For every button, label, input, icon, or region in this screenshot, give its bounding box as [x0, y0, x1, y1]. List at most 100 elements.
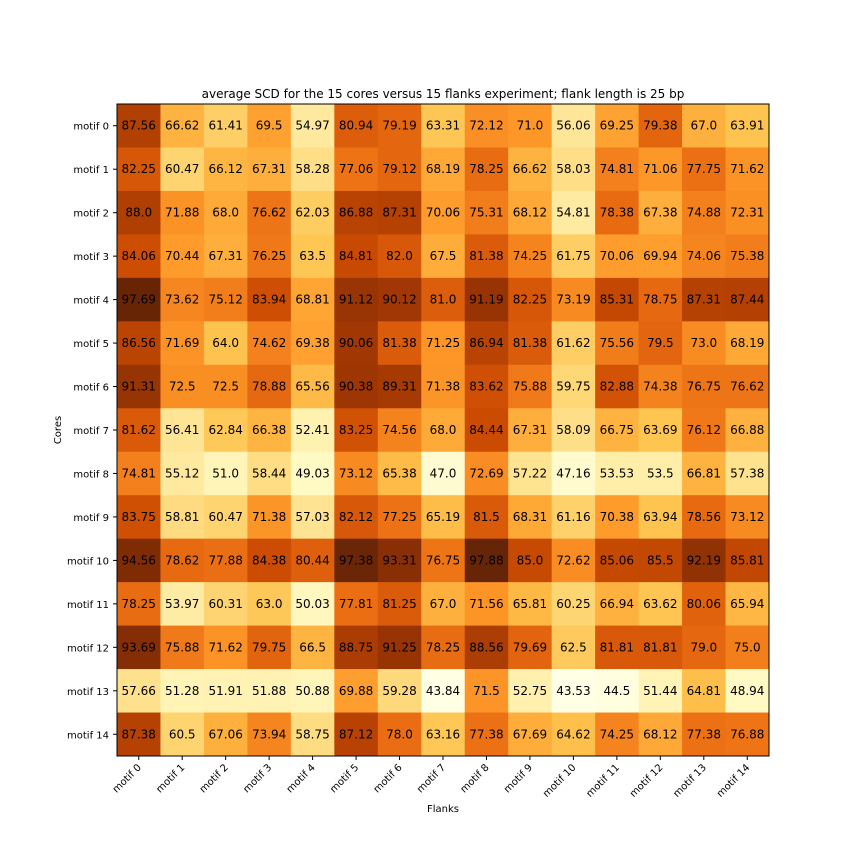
heatmap-cell	[682, 104, 727, 148]
heatmap-cell	[725, 147, 770, 192]
cell-value-label: 71.38	[426, 380, 460, 394]
heatmap-cell	[290, 538, 335, 583]
cell-value-label: 75.88	[513, 380, 547, 394]
heatmap-cell	[421, 538, 466, 583]
cell-value-label: 71.5	[473, 684, 500, 698]
cell-value-label: 84.38	[252, 553, 286, 567]
y-tick-label: motif 11	[67, 600, 109, 611]
cell-value-label: 64.81	[687, 684, 721, 698]
cell-value-label: 86.94	[469, 336, 503, 350]
heatmap-cell	[638, 364, 683, 409]
y-tick-label: motif 12	[67, 643, 109, 654]
heatmap-cell	[290, 277, 335, 322]
cell-value-label: 63.94	[643, 510, 677, 524]
heatmap-cell	[508, 190, 553, 235]
heatmap-cell	[203, 625, 248, 670]
cell-value-label: 79.75	[252, 640, 286, 654]
cell-value-label: 68.19	[730, 336, 764, 350]
heatmap-cell	[117, 582, 161, 627]
x-axis-ticks: motif 0 motif 1 motif 2 motif 3 motif 4 motif…	[111, 756, 752, 800]
cell-value-label: 75.56	[600, 336, 634, 350]
cell-value-label: 72.5	[169, 380, 196, 394]
heatmap-cell	[117, 712, 161, 757]
cell-value-label: 66.62	[513, 162, 547, 176]
heatmap-cell	[334, 364, 379, 409]
heatmap-cell	[508, 147, 553, 192]
cell-value-label: 76.88	[730, 727, 764, 741]
cell-value-label: 79.19	[382, 119, 416, 133]
cell-value-label: 65.56	[295, 380, 329, 394]
cell-value-label: 87.44	[730, 293, 764, 307]
cell-value-label: 67.38	[643, 206, 677, 220]
cell-value-label: 56.06	[556, 119, 590, 133]
cell-value-label: 65.94	[730, 597, 764, 611]
heatmap-cell	[377, 190, 422, 235]
cell-value-label: 57.66	[122, 684, 156, 698]
cell-value-label: 71.38	[252, 510, 286, 524]
heatmap-cell	[421, 582, 466, 627]
heatmap-cell	[508, 712, 553, 757]
cell-value-label: 87.12	[339, 727, 373, 741]
heatmap-cell	[595, 364, 640, 409]
heatmap-cell	[638, 669, 683, 714]
heatmap-cell	[464, 190, 509, 235]
cell-value-label: 63.0	[256, 597, 283, 611]
cell-value-label: 78.56	[687, 510, 721, 524]
cell-value-label: 93.69	[122, 640, 156, 654]
heatmap-cell	[160, 277, 205, 322]
cell-value-label: 67.0	[690, 119, 717, 133]
heatmap-cell	[247, 190, 292, 235]
cell-value-label: 74.25	[600, 727, 634, 741]
heatmap-cell	[117, 538, 161, 583]
cell-value-label: 71.06	[643, 162, 677, 176]
heatmap-cell	[160, 582, 205, 627]
cell-value-label: 83.94	[252, 293, 286, 307]
x-tick-label: motif 3	[241, 762, 274, 795]
cell-value-label: 66.5	[299, 640, 326, 654]
cell-value-label: 57.03	[295, 510, 329, 524]
heatmap-cell	[421, 625, 466, 670]
cell-value-label: 78.25	[426, 640, 460, 654]
cell-value-label: 67.5	[430, 249, 457, 263]
cell-value-label: 80.44	[295, 553, 329, 567]
cell-value-label: 71.88	[165, 206, 199, 220]
cell-value-label: 67.06	[208, 727, 242, 741]
heatmap-cell	[377, 364, 422, 409]
cell-value-label: 73.12	[339, 466, 373, 480]
heatmap-cell	[682, 669, 727, 714]
cell-value-label: 73.94	[252, 727, 286, 741]
cell-value-label: 79.38	[643, 119, 677, 133]
heatmap-cell	[247, 669, 292, 714]
heatmap-cell	[464, 712, 509, 757]
heatmap-cell	[377, 538, 422, 583]
heatmap-cell	[290, 234, 335, 279]
heatmap-cell	[421, 669, 466, 714]
cell-value-label: 63.69	[643, 423, 677, 437]
cell-value-label: 74.88	[687, 206, 721, 220]
heatmap-cell	[247, 147, 292, 192]
cell-value-label: 90.06	[339, 336, 373, 350]
heatmap-cell	[203, 190, 248, 235]
cell-value-label: 78.38	[600, 206, 634, 220]
heatmap-cell	[117, 234, 161, 279]
cell-value-label: 50.88	[295, 684, 329, 698]
heatmap-cell	[377, 712, 422, 757]
heatmap-cell	[377, 234, 422, 279]
cell-value-label: 84.06	[122, 249, 156, 263]
cell-value-label: 58.81	[165, 510, 199, 524]
heatmap-cell	[117, 190, 161, 235]
heatmap-cell	[117, 104, 161, 148]
cell-value-label: 48.94	[730, 684, 764, 698]
heatmap-cell	[247, 495, 292, 540]
heatmap-cell	[334, 277, 379, 322]
heatmap-cell	[160, 321, 205, 366]
cell-value-label: 83.25	[339, 423, 373, 437]
cell-value-label: 94.56	[122, 553, 156, 567]
heatmap-cell	[247, 408, 292, 453]
cell-value-label: 76.12	[687, 423, 721, 437]
x-tick-label: motif 4	[285, 762, 318, 795]
heatmap-cell	[638, 408, 683, 453]
heatmap-cell	[725, 625, 770, 670]
heatmap-cell	[508, 582, 553, 627]
